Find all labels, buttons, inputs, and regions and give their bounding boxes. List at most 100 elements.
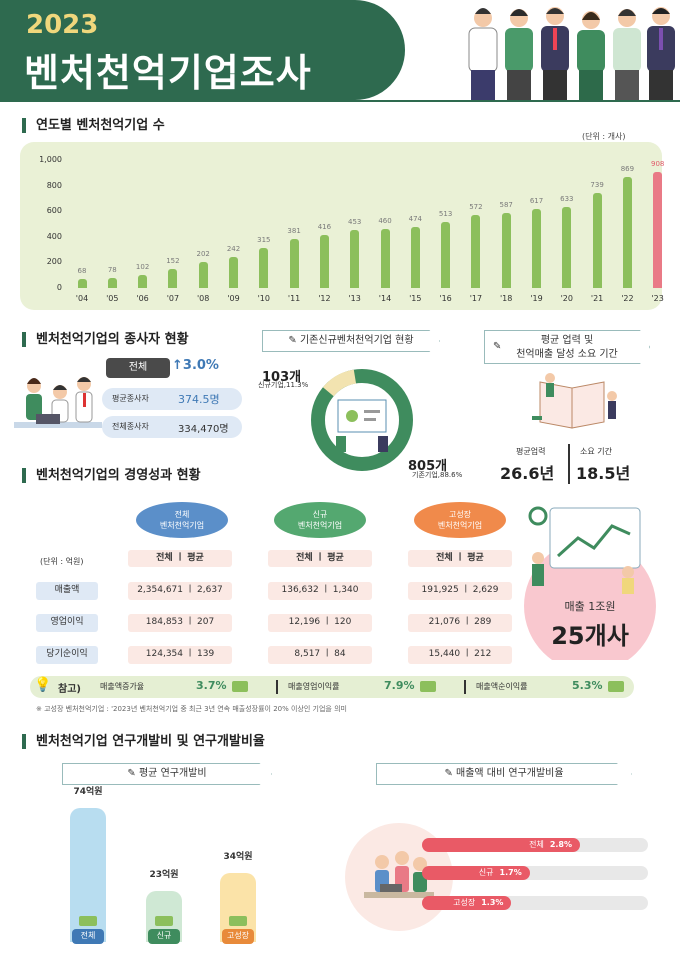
rnd-right-title: 매출액 대비 연구개발비율 bbox=[456, 768, 564, 779]
bar-value-label: 152 bbox=[166, 256, 180, 265]
group-oval-2: 신규 벤처천억기업 bbox=[274, 502, 366, 538]
x-tick-label: '13 bbox=[348, 294, 361, 303]
donut-slice-old bbox=[311, 369, 413, 471]
header-title: 벤처천억기업조사 bbox=[24, 51, 312, 95]
money-icon bbox=[229, 916, 247, 926]
bar-value-label: 572 bbox=[469, 202, 483, 211]
bar bbox=[501, 212, 511, 288]
note-bar: 💡 참고) 매출액증가율 3.7% 매출영업이익률 7.9% 매출액순이익률 5.3% bbox=[30, 676, 634, 698]
time-label: 소요 기간 bbox=[580, 447, 612, 456]
note-item-value: 5.3% bbox=[572, 679, 603, 692]
x-tick-label: '11 bbox=[287, 294, 301, 303]
rnd-hbar-fill: 신규 1.7% bbox=[422, 866, 530, 880]
rnd-bar-label: 신규 bbox=[148, 929, 180, 944]
bar bbox=[107, 278, 117, 288]
x-tick-label: '10 bbox=[257, 294, 270, 303]
section-title-performance: 벤처천억기업의 경영성과 현황 bbox=[22, 468, 201, 483]
bar bbox=[622, 176, 632, 288]
performance-unit: (단위 : 억원) bbox=[40, 557, 84, 566]
x-tick-label: '15 bbox=[409, 294, 422, 303]
old-count: 805개 bbox=[408, 459, 448, 474]
bar-value-label: 908 bbox=[651, 159, 665, 168]
money-icon bbox=[79, 916, 97, 926]
bar-value-label: 633 bbox=[560, 194, 574, 203]
bar-value-label: 513 bbox=[438, 210, 453, 219]
x-tick-label: '23 bbox=[651, 294, 664, 303]
header-divider bbox=[0, 100, 680, 102]
chart-unit: (단위 : 개사) bbox=[582, 132, 626, 141]
rnd-hbar-fill: 고성장 1.3% bbox=[422, 896, 512, 910]
x-tick-label: '08 bbox=[196, 294, 210, 303]
y-tick-label: 200 bbox=[46, 257, 62, 267]
bar-value-label: 202 bbox=[196, 250, 210, 259]
rnd-hbar-value: 1.3% bbox=[481, 898, 504, 907]
money-icon bbox=[232, 681, 248, 692]
note-item-name: 매출액순이익률 bbox=[476, 682, 528, 691]
bar bbox=[471, 214, 481, 288]
presentation-board-icon bbox=[337, 399, 387, 433]
table-cell: 124,354 ㅣ 139 bbox=[128, 646, 232, 664]
group-name-line2: 벤처천억기업 bbox=[297, 521, 343, 530]
pencil-icon: ✎ bbox=[127, 768, 139, 779]
bar-value-label: 453 bbox=[348, 218, 362, 227]
bar bbox=[229, 257, 238, 288]
x-tick-label: '12 bbox=[318, 294, 331, 303]
avg-employee-value: 374.5명 bbox=[178, 393, 220, 406]
age-label: 평균업력 bbox=[516, 447, 546, 456]
col-header: 전체 ㅣ 평균 bbox=[408, 550, 512, 567]
business-people-illustration bbox=[468, 7, 675, 100]
office-workers-illustration bbox=[14, 377, 102, 428]
table-cell: 21,076 ㅣ 289 bbox=[408, 614, 512, 632]
bar-value-label: 68 bbox=[77, 267, 87, 276]
col-header: 전체 ㅣ 평균 bbox=[268, 550, 372, 567]
table-cell: 15,440 ㅣ 212 bbox=[408, 646, 512, 664]
rnd-hbar-category: 신규 bbox=[478, 868, 494, 877]
period-divider bbox=[568, 444, 570, 484]
old-share: 기존기업,88.6% bbox=[412, 471, 463, 479]
bar bbox=[138, 274, 148, 288]
x-tick-label: '17 bbox=[469, 294, 483, 303]
newold-title: 기존신규벤처천억기업 현황 bbox=[299, 335, 414, 346]
note-item-name: 매출액증가율 bbox=[100, 682, 145, 691]
y-tick-label: 800 bbox=[46, 180, 62, 190]
table-cell: 8,517 ㅣ 84 bbox=[268, 646, 372, 664]
table-cell: 191,925 ㅣ 2,629 bbox=[408, 582, 512, 600]
table-cell: 12,196 ㅣ 120 bbox=[268, 614, 372, 632]
total-employee-pill: 전체종사자 334,470명 bbox=[102, 416, 242, 438]
bar-value-label: 381 bbox=[287, 227, 301, 236]
rnd-hbar-value: 1.7% bbox=[499, 868, 522, 877]
bar-value-label: 315 bbox=[257, 235, 271, 244]
pencil-icon: ✎ bbox=[444, 768, 456, 779]
rnd-right-title-tag: ✎ 매출액 대비 연구개발비율 bbox=[376, 763, 632, 785]
total-employee-value: 334,470명 bbox=[178, 424, 229, 435]
bar-value-label: 474 bbox=[408, 215, 422, 224]
x-tick-label: '06 bbox=[136, 294, 149, 303]
rnd-hbar-value: 2.8% bbox=[549, 840, 572, 849]
x-tick-label: '19 bbox=[530, 294, 543, 303]
sales-badge-circle bbox=[524, 506, 656, 660]
bar bbox=[319, 234, 329, 288]
bar bbox=[410, 227, 420, 288]
rnd-left-title-tag: ✎ 평균 연구개발비 bbox=[62, 763, 272, 785]
period-title-tag: ✎ 평균 업력 및 천억매출 달성 소요 기간 bbox=[484, 330, 650, 364]
rnd-left-title: 평균 연구개발비 bbox=[138, 768, 207, 779]
header-banner: 2023 벤처천억기업조사 bbox=[0, 0, 405, 100]
row-label: 매출액 bbox=[36, 582, 98, 600]
col-header: 전체 ㅣ 평균 bbox=[128, 550, 232, 567]
money-icon bbox=[155, 916, 173, 926]
x-tick-label: '05 bbox=[106, 294, 119, 303]
money-icon bbox=[420, 681, 436, 692]
row-label: 영업이익 bbox=[36, 614, 98, 632]
header-year: 2023 bbox=[26, 10, 99, 40]
bar bbox=[259, 247, 269, 288]
bar bbox=[289, 239, 299, 288]
x-tick-label: '16 bbox=[439, 294, 452, 303]
bar bbox=[653, 171, 663, 288]
footnote: ※ 고성장 벤처천억기업 : '2023년 벤처천억기업 중 최근 3년 연속 … bbox=[36, 705, 347, 713]
group-name-line1: 전체 bbox=[174, 510, 190, 519]
bar-value-label: 739 bbox=[590, 181, 604, 190]
bar-value-label: 460 bbox=[378, 217, 392, 226]
note-item-value: 7.9% bbox=[384, 679, 415, 692]
lightbulb-icon: 💡 bbox=[34, 677, 52, 693]
x-tick-label: '22 bbox=[621, 294, 634, 303]
